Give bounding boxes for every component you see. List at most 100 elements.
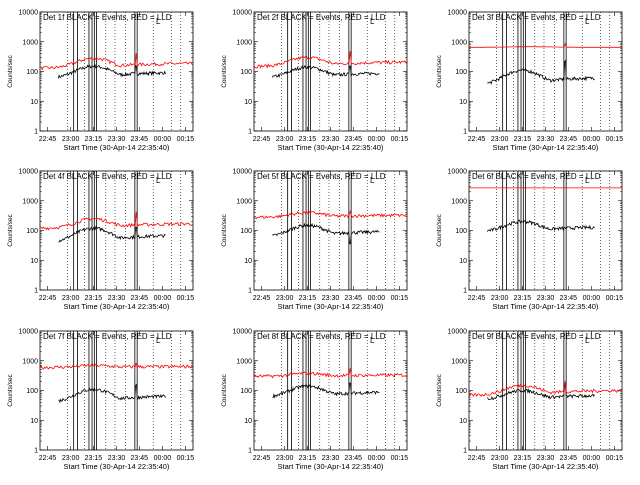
y-tick-label: 10 — [30, 258, 38, 265]
time-marker-label: L — [156, 17, 161, 26]
x-tick-label: 23:45 — [131, 455, 149, 462]
x-tick-label: 23:15 — [85, 455, 103, 462]
x-tick-label: 22:45 — [253, 295, 271, 302]
y-tick-label: 10000 — [448, 329, 468, 336]
x-tick-label: 23:30 — [108, 295, 126, 302]
x-tick-label: 23:30 — [537, 455, 555, 462]
y-tick-label: 10000 — [233, 329, 253, 336]
y-tick-label: 100 — [26, 69, 38, 76]
chart-title: Det 3f BLACK = Events, RED = LLD — [472, 13, 601, 22]
y-tick-label: 10000 — [19, 10, 39, 17]
y-tick-label: 100 — [455, 69, 467, 76]
y-tick-label: 100 — [26, 228, 38, 235]
x-tick-label: 23:00 — [276, 295, 294, 302]
y-tick-label: 10000 — [233, 10, 253, 17]
x-tick-label: 00:15 — [606, 136, 624, 143]
lld-series-line — [253, 209, 408, 220]
time-marker-label: L — [156, 336, 161, 345]
y-tick-label: 100 — [26, 388, 38, 395]
time-marker-label: L — [156, 176, 161, 185]
y-tick-label: 10000 — [233, 169, 253, 176]
x-tick-label: 23:45 — [560, 295, 578, 302]
x-tick-label: 00:00 — [154, 455, 172, 462]
y-axis-label: Counts/sec — [7, 213, 14, 246]
y-tick-label: 1000 — [451, 358, 467, 365]
x-tick-label: 23:30 — [108, 455, 126, 462]
y-tick-label: 1 — [463, 129, 467, 136]
x-axis-label: Start Time (30-Apr-14 22:35:40) — [493, 462, 599, 471]
y-tick-label: 10 — [459, 418, 467, 425]
y-tick-label: 10 — [459, 99, 467, 106]
x-axis-label: Start Time (30-Apr-14 22:35:40) — [278, 462, 384, 471]
x-tick-label: 23:15 — [299, 136, 317, 143]
y-tick-label: 100 — [240, 228, 252, 235]
x-tick-label: 23:00 — [491, 455, 509, 462]
x-tick-label: 00:00 — [368, 295, 386, 302]
y-tick-label: 1 — [248, 129, 252, 136]
events-series-line — [58, 383, 166, 404]
x-axis-label: Start Time (30-Apr-14 22:35:40) — [493, 302, 599, 311]
time-marker-label: L — [370, 17, 375, 26]
lld-series-line — [253, 368, 408, 379]
x-axis-label: Start Time (30-Apr-14 22:35:40) — [493, 143, 599, 152]
plot-frame — [468, 170, 623, 291]
x-tick-label: 23:45 — [131, 136, 149, 143]
plot-frame — [253, 170, 408, 291]
time-marker-label: L — [585, 17, 590, 26]
x-axis-label: Start Time (30-Apr-14 22:35:40) — [278, 143, 384, 152]
x-tick-label: 23:30 — [322, 295, 340, 302]
x-tick-label: 22:45 — [468, 295, 486, 302]
x-tick-label: 23:00 — [276, 136, 294, 143]
events-series-line — [487, 219, 595, 232]
plot-frame — [253, 330, 408, 451]
chart-title: Det 5f BLACK = Events, RED = LLD — [257, 172, 386, 181]
y-tick-label: 1000 — [22, 198, 38, 205]
y-tick-label: 100 — [240, 388, 252, 395]
events-series-line — [272, 382, 380, 399]
x-tick-label: 22:45 — [253, 136, 271, 143]
y-tick-label: 10000 — [19, 169, 39, 176]
lld-series-line — [468, 380, 623, 398]
events-series-line — [58, 225, 166, 243]
chart-title: Det 7f BLACK = Events, RED = LLD — [43, 332, 172, 341]
x-tick-label: 22:45 — [39, 295, 57, 302]
y-tick-label: 10000 — [448, 169, 468, 176]
x-tick-label: 23:15 — [85, 136, 103, 143]
y-tick-label: 1 — [34, 129, 38, 136]
y-tick-label: 1 — [463, 448, 467, 455]
x-tick-label: 23:00 — [276, 455, 294, 462]
y-tick-label: 1000 — [236, 358, 252, 365]
y-tick-label: 10 — [459, 258, 467, 265]
x-tick-label: 23:45 — [345, 455, 363, 462]
x-tick-label: 00:15 — [177, 455, 195, 462]
events-series-line — [272, 222, 380, 245]
x-tick-label: 00:15 — [606, 455, 624, 462]
x-tick-label: 00:15 — [391, 455, 409, 462]
y-tick-label: 10 — [244, 258, 252, 265]
y-axis-label: Counts/sec — [7, 54, 14, 87]
x-axis-label: Start Time (30-Apr-14 22:35:40) — [64, 302, 170, 311]
y-axis-label: Counts/sec — [436, 373, 443, 406]
x-tick-label: 23:15 — [514, 295, 532, 302]
x-tick-label: 23:45 — [560, 455, 578, 462]
x-tick-label: 23:45 — [345, 136, 363, 143]
x-tick-label: 23:00 — [62, 136, 80, 143]
chart-title: Det 9f BLACK = Events, RED = LLD — [472, 332, 601, 341]
lld-series-line — [39, 362, 194, 370]
x-tick-label: 23:00 — [491, 295, 509, 302]
y-tick-label: 1000 — [22, 39, 38, 46]
time-marker-label: L — [585, 336, 590, 345]
x-axis-label: Start Time (30-Apr-14 22:35:40) — [278, 302, 384, 311]
x-tick-label: 00:15 — [606, 295, 624, 302]
y-axis-label: Counts/sec — [436, 213, 443, 246]
y-tick-label: 100 — [455, 388, 467, 395]
time-marker-label: L — [370, 336, 375, 345]
x-axis-label: Start Time (30-Apr-14 22:35:40) — [64, 143, 170, 152]
events-series-line — [58, 63, 166, 79]
y-tick-label: 10 — [244, 99, 252, 106]
